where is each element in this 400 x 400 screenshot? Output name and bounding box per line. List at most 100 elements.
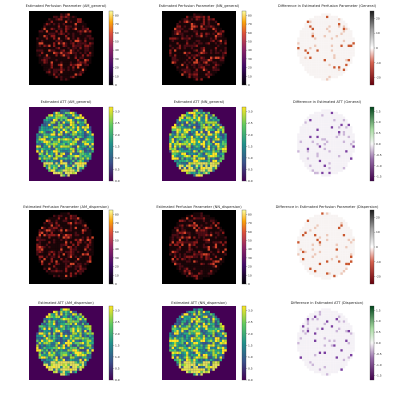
panel-perfusion-7: Estimated Perfusion Parameter (AM_disper… [23,205,119,286]
colorbar-tick-label: 2.5 [248,320,253,324]
colorbar-tick-label: 3.0 [248,309,253,313]
colorbar-tick-label: 2.5 [115,320,120,324]
colorbar-tick-label: 0 [115,83,117,87]
brain-map [169,109,227,177]
colorbar-tick-label: 40 [115,48,119,52]
colorbar [241,10,247,86]
colorbar-tick-label: 0 [248,282,250,286]
colorbar-tick-label: 70 [248,221,252,225]
colorbar [369,106,375,182]
colorbar [108,106,114,182]
colorbar-tick-label: -1.0 [376,164,382,168]
colorbar-tick-label: 80 [115,13,119,17]
panel-diff-att-6: Difference in Estimated ATT (General) 1.5… [290,100,382,182]
panel-title: Estimated ATT (NN_dispersion) [171,301,227,305]
colorbar-tick-label: 30 [248,57,252,61]
brain-map [36,308,94,376]
panel-perfusion-2: Estimated Perfusion Parameter (NN_genera… [159,4,252,87]
colorbar-tick-label: 0 [376,46,378,50]
colorbar-tick-label: 0.0 [248,378,253,382]
colorbar-tick-label: 2.0 [115,133,120,137]
panel-att-10: Estimated ATT (AM_dispersion) 3.0 2.5 2.0 1.… [29,301,120,382]
colorbar-tick-label: -20 [376,275,381,279]
brain-map [297,109,355,177]
panel-title: Difference in Estimated ATT (Dispersion) [291,301,364,305]
colorbar-tick-label: 0.5 [248,167,253,171]
colorbar-tick-label: 20 [115,265,119,269]
colorbar-tick-label: 0.0 [115,179,120,183]
brain-map [297,212,355,280]
colorbar [369,10,375,86]
colorbar-tick-label: 0 [115,282,117,286]
colorbar-tick-label: 80 [115,212,119,216]
colorbar-tick-label: 10 [248,273,252,277]
colorbar-tick-label: 1.0 [115,355,120,359]
colorbar-tick-label: -20 [376,76,381,80]
colorbar-tick-label: 0.5 [376,330,381,334]
panel-title: Estimated Perfusion Parameter (NN_disper… [156,205,242,209]
colorbar-tick-label: 2.0 [248,332,253,336]
colorbar-tick-label: 2.5 [248,121,253,125]
panel-title: Difference in Estimated Perfusion Parame… [278,4,377,8]
colorbar-tick-label: 10 [115,273,119,277]
colorbar-tick-label: 1.5 [248,144,253,148]
panel-title: Estimated Perfusion Parameter (AM_disper… [23,205,109,209]
colorbar-tick-label: -10 [376,260,381,264]
colorbar-tick-label: 3.0 [248,110,253,114]
colorbar-tick-label: 20 [248,66,252,70]
colorbar-tick-label: 1.5 [248,343,253,347]
colorbar-tick-label: 1.5 [376,109,381,113]
colorbar-tick-label: -1.0 [376,363,382,367]
colorbar-tick-label: 60 [248,230,252,234]
panel-title: Estimated ATT (AM_dispersion) [38,301,94,305]
colorbar-tick-label: 0.0 [248,179,253,183]
colorbar-tick-label: 0.5 [115,366,120,370]
colorbar-tick-label: 10 [376,230,380,234]
colorbar [108,305,114,381]
colorbar-tick-label: 1.0 [248,156,253,160]
panel-perfusion-8: Estimated Perfusion Parameter (NN_disper… [156,205,252,286]
brain-map [169,13,227,81]
colorbar-tick-label: 1.0 [376,120,381,124]
brain-map [297,308,355,376]
brain-map [36,13,94,81]
panel-title: Estimated Perfusion Parameter (NN_genera… [159,4,240,8]
brain-map [36,109,94,177]
colorbar [108,209,114,285]
colorbar-tick-label: 1.0 [376,319,381,323]
colorbar [241,106,247,182]
colorbar-tick-label: 3.0 [115,110,120,114]
panel-title: Difference in Estimated Perfusion Parame… [276,205,379,209]
colorbar-tick-label: 30 [115,57,119,61]
colorbar-tick-label: 50 [115,39,119,43]
colorbar-tick-label: -1.5 [376,175,382,179]
colorbar-tick-label: 40 [248,48,252,52]
brain-map [169,308,227,376]
colorbar-tick-label: 60 [115,31,119,35]
colorbar-tick-label: 70 [115,221,119,225]
colorbar-tick-label: 60 [115,230,119,234]
colorbar-tick-label: 0.0 [376,142,381,146]
colorbar-tick-label: 50 [248,39,252,43]
colorbar-tick-label: 0 [376,245,378,249]
colorbar [241,305,247,381]
colorbar-tick-label: 1.5 [115,343,120,347]
colorbar-tick-label: 50 [115,238,119,242]
colorbar-tick-label: 50 [248,238,252,242]
brain-map [36,212,94,280]
colorbar-tick-label: 0.5 [115,167,120,171]
colorbar-tick-label: 1.0 [248,355,253,359]
colorbar-tick-label: 0.5 [248,366,253,370]
colorbar-tick-label: 20 [376,16,380,20]
colorbar-tick-label: 1.5 [376,308,381,312]
colorbar-tick-label: 10 [376,31,380,35]
colorbar [369,305,375,381]
panel-diff-perf-9: Difference in Estimated Perfusion Parame… [276,205,381,285]
colorbar-tick-label: 0.0 [115,378,120,382]
colorbar-tick-label: -0.5 [376,352,382,356]
colorbar-tick-label: 10 [248,74,252,78]
panel-title: Estimated ATT (AM_general) [41,100,92,104]
colorbar-tick-label: 2.5 [115,121,120,125]
colorbar [108,10,114,86]
